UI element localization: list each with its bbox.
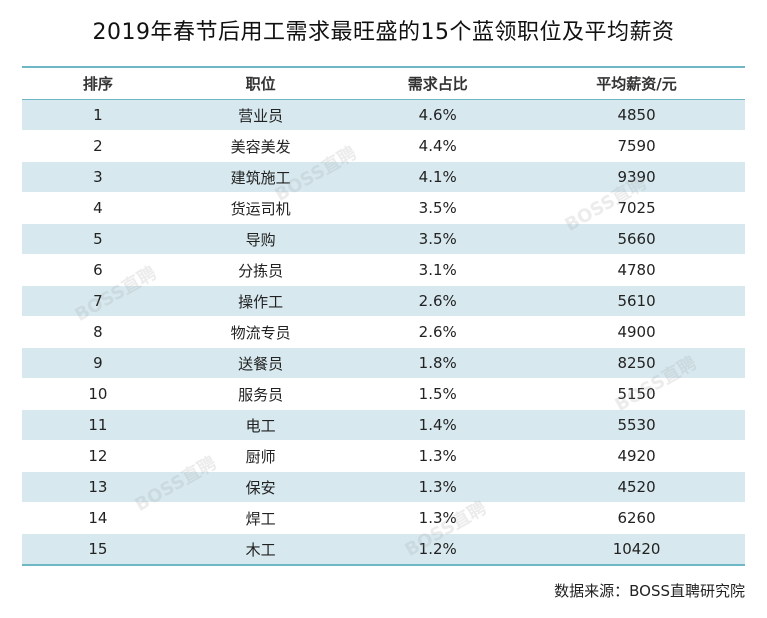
cell-share: 4.4%	[347, 130, 529, 162]
cell-share: 1.2%	[347, 533, 529, 564]
cell-job: 美容美发	[173, 130, 348, 162]
cell-salary: 6260	[528, 502, 745, 534]
table-row: 5 导购 3.5% 5660	[22, 223, 745, 255]
cell-job: 焊工	[173, 502, 348, 534]
cell-job: 送餐员	[173, 347, 348, 379]
cell-salary: 5530	[528, 409, 745, 441]
cell-salary: 4850	[528, 99, 745, 131]
cell-job: 电工	[173, 409, 348, 441]
cell-job: 营业员	[173, 99, 348, 131]
cell-share: 1.3%	[347, 440, 529, 472]
header-share: 需求占比	[347, 68, 529, 100]
ranking-table: 排序 职位 需求占比 平均薪资/元 1 营业员 4.6% 4850 2 美容美发 4.4% 7…	[22, 68, 745, 564]
cell-share: 3.1%	[347, 254, 529, 286]
table-row: 4 货运司机 3.5% 7025	[22, 192, 745, 224]
cell-salary: 5150	[528, 378, 745, 410]
table-row: 10 服务员 1.5% 5150	[22, 378, 745, 410]
cell-rank: 9	[22, 347, 174, 379]
cell-salary: 7025	[528, 192, 745, 224]
table-row: 6 分拣员 3.1% 4780	[22, 254, 745, 286]
table-row: 3 建筑施工 4.1% 9390	[22, 161, 745, 193]
cell-rank: 6	[22, 254, 174, 286]
cell-rank: 5	[22, 223, 174, 255]
table-row: 11 电工 1.4% 5530	[22, 409, 745, 441]
cell-job: 物流专员	[173, 316, 348, 348]
cell-share: 2.6%	[347, 316, 529, 348]
cell-rank: 2	[22, 130, 174, 162]
cell-rank: 15	[22, 533, 174, 564]
cell-salary: 8250	[528, 347, 745, 379]
page-title: 2019年春节后用工需求最旺盛的15个蓝领职位及平均薪资	[92, 20, 675, 45]
cell-rank: 8	[22, 316, 174, 348]
cell-job: 服务员	[173, 378, 348, 410]
cell-share: 2.6%	[347, 285, 529, 317]
source-note: 数据来源：BOSS直聘研究院	[554, 582, 745, 600]
cell-rank: 4	[22, 192, 174, 224]
table-row: 2 美容美发 4.4% 7590	[22, 130, 745, 162]
cell-salary: 4780	[528, 254, 745, 286]
header-rank: 排序	[22, 68, 174, 100]
cell-share: 4.1%	[347, 161, 529, 193]
table-row: 13 保安 1.3% 4520	[22, 471, 745, 503]
cell-rank: 10	[22, 378, 174, 410]
header-job: 职位	[173, 68, 348, 100]
cell-salary: 4920	[528, 440, 745, 472]
cell-rank: 14	[22, 502, 174, 534]
ranking-table-container: 排序 职位 需求占比 平均薪资/元 1 营业员 4.6% 4850 2 美容美发 4.4% 7…	[22, 66, 745, 566]
table-row: 7 操作工 2.6% 5610	[22, 285, 745, 317]
cell-job: 保安	[173, 471, 348, 503]
cell-salary: 10420	[528, 533, 745, 564]
cell-rank: 1	[22, 99, 174, 131]
cell-job: 导购	[173, 223, 348, 255]
cell-salary: 7590	[528, 130, 745, 162]
cell-share: 1.5%	[347, 378, 529, 410]
cell-salary: 4520	[528, 471, 745, 503]
cell-job: 厨师	[173, 440, 348, 472]
table-row: 1 营业员 4.6% 4850	[22, 99, 745, 131]
cell-share: 1.4%	[347, 409, 529, 441]
table-header-row: 排序 职位 需求占比 平均薪资/元	[22, 68, 745, 100]
cell-rank: 7	[22, 285, 174, 317]
cell-job: 操作工	[173, 285, 348, 317]
table-body: 1 营业员 4.6% 4850 2 美容美发 4.4% 7590 3 建筑施工 4.1% 9390 4 货…	[22, 99, 745, 564]
cell-salary: 4900	[528, 316, 745, 348]
cell-job: 分拣员	[173, 254, 348, 286]
table-row: 14 焊工 1.3% 6260	[22, 502, 745, 534]
cell-rank: 13	[22, 471, 174, 503]
cell-job: 货运司机	[173, 192, 348, 224]
cell-share: 4.6%	[347, 99, 529, 131]
cell-rank: 3	[22, 161, 174, 193]
cell-job: 建筑施工	[173, 161, 348, 193]
cell-rank: 11	[22, 409, 174, 441]
table-row: 15 木工 1.2% 10420	[22, 533, 745, 564]
cell-salary: 9390	[528, 161, 745, 193]
cell-rank: 12	[22, 440, 174, 472]
table-row: 12 厨师 1.3% 4920	[22, 440, 745, 472]
table-row: 9 送餐员 1.8% 8250	[22, 347, 745, 379]
cell-share: 3.5%	[347, 223, 529, 255]
table-row: 8 物流专员 2.6% 4900	[22, 316, 745, 348]
cell-job: 木工	[173, 533, 348, 564]
header-salary: 平均薪资/元	[528, 68, 745, 100]
cell-share: 1.8%	[347, 347, 529, 379]
cell-share: 1.3%	[347, 502, 529, 534]
cell-share: 1.3%	[347, 471, 529, 503]
cell-salary: 5610	[528, 285, 745, 317]
cell-share: 3.5%	[347, 192, 529, 224]
cell-salary: 5660	[528, 223, 745, 255]
